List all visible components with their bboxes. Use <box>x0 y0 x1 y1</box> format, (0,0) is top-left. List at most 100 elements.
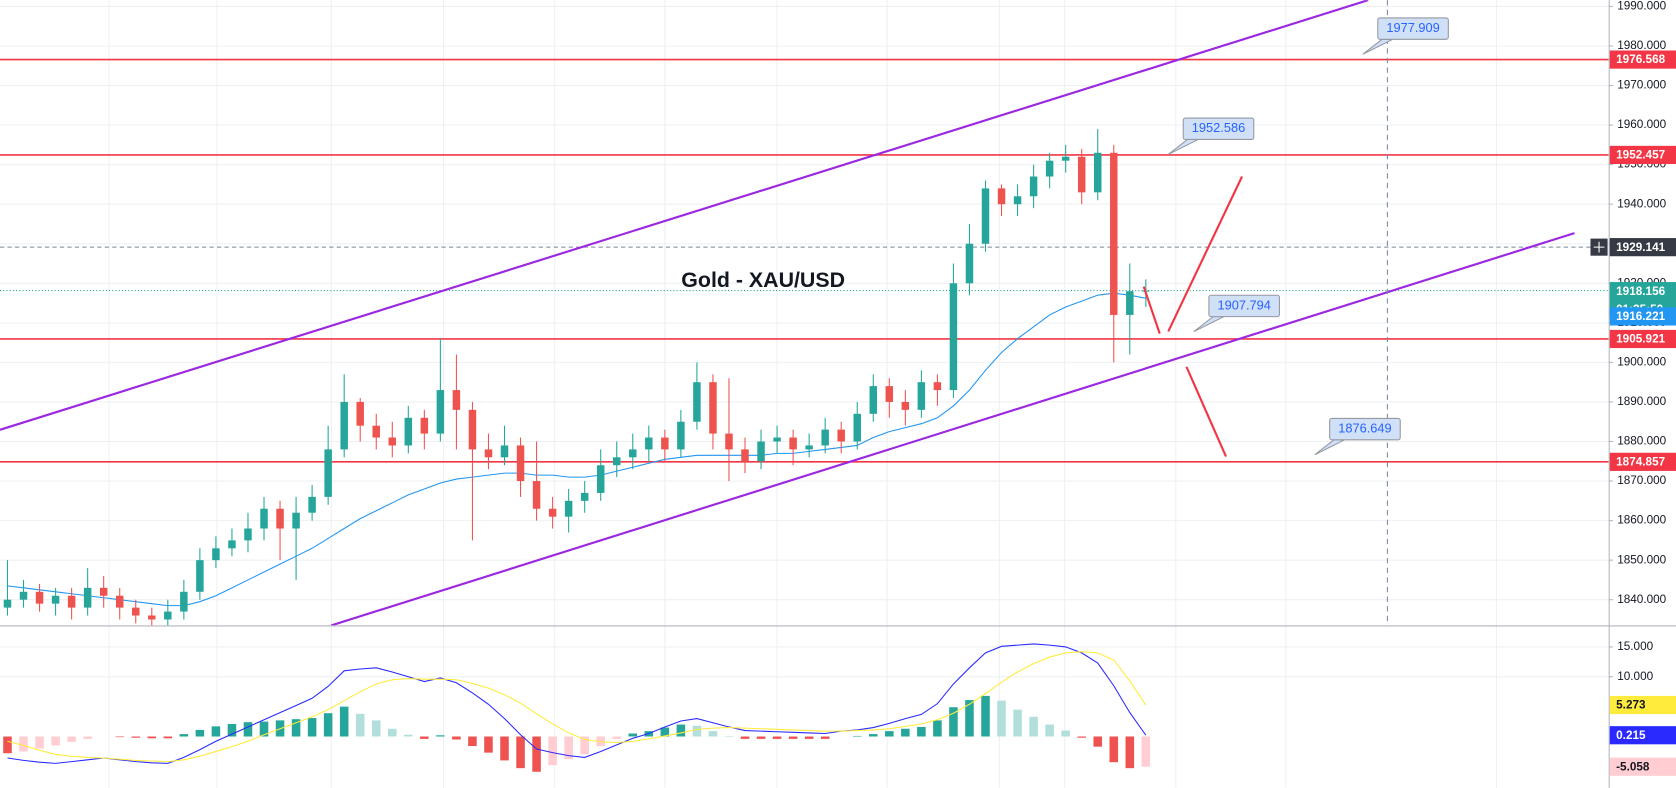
callout-box <box>1182 117 1255 140</box>
candle-body <box>164 611 172 620</box>
histogram-bar <box>323 713 333 737</box>
histogram-bar <box>3 736 12 754</box>
histogram-bar <box>820 736 830 739</box>
channel-upper <box>0 0 1369 431</box>
candle-body <box>853 413 861 442</box>
candle-body <box>933 382 942 391</box>
ma-label: 1916.221 <box>1616 310 1665 323</box>
histogram-bar <box>163 736 173 739</box>
histogram-bar <box>1093 736 1103 747</box>
callout-box <box>1208 294 1280 318</box>
histogram-bar <box>404 734 413 737</box>
y-tick-label: 1890.000 <box>1617 395 1666 408</box>
candle-body <box>741 449 749 462</box>
macd-line <box>7 643 1147 764</box>
candle-body <box>869 386 878 414</box>
candle-body <box>115 595 124 608</box>
y-tick-label: 1960.000 <box>1617 118 1666 131</box>
candle-body <box>1126 291 1134 315</box>
y-tick-label: 1980.000 <box>1617 39 1666 52</box>
y-tick-label: 15.000 <box>1617 640 1653 653</box>
histogram-bar <box>885 731 894 737</box>
histogram-bar <box>628 733 638 737</box>
candle-body <box>148 615 156 620</box>
histogram-bar <box>532 736 541 772</box>
candle-body <box>709 382 717 434</box>
candle-body <box>356 401 364 426</box>
histogram-bar <box>1045 724 1054 737</box>
callout-label: 1907.794 <box>1217 297 1270 312</box>
price-axis: 1840.000 1850.000 1860.000 1870.000 1880.000… <box>1590 0 1676 776</box>
candle-body <box>292 512 300 529</box>
candle-body <box>677 421 685 450</box>
signal-label-box <box>1609 695 1676 715</box>
candle-body <box>773 437 781 442</box>
candle-body <box>821 429 829 446</box>
histogram-bar <box>179 734 189 737</box>
histogram-bar <box>147 736 157 739</box>
histogram-bar <box>259 721 269 737</box>
candle-body <box>917 382 926 410</box>
candle-body <box>196 560 204 592</box>
histogram-bar <box>1061 730 1070 737</box>
candle-body <box>51 595 60 604</box>
candle-body <box>500 445 509 458</box>
histogram-bar <box>1141 736 1151 767</box>
histogram-bar <box>612 736 622 739</box>
y-tick-label: 1900.000 <box>1617 356 1666 369</box>
candle-body <box>564 500 573 517</box>
candle-body <box>35 591 44 604</box>
histogram-bar <box>500 736 509 761</box>
candle-body <box>997 188 1006 205</box>
level-label: 1976.568 <box>1616 53 1665 66</box>
histogram-bar <box>339 706 349 737</box>
candle-body <box>949 283 958 391</box>
candle-body <box>180 591 188 612</box>
candle-body <box>228 540 236 549</box>
crosshair-label: 1929.141 <box>1616 241 1665 254</box>
candle-body <box>805 445 813 450</box>
candle-body <box>1077 156 1086 193</box>
candle-body <box>212 548 220 561</box>
macd-pane <box>0 643 1609 772</box>
histogram-bar <box>548 736 557 766</box>
callout-label: 1977.909 <box>1386 20 1439 35</box>
y-tick-label: 1970.000 <box>1617 79 1666 92</box>
candle-body <box>1045 160 1054 177</box>
y-tick-label: 1840.000 <box>1617 593 1666 606</box>
histogram-bar <box>1029 716 1038 737</box>
last-price-label: 1918.156 <box>1616 285 1665 298</box>
level-label-box <box>1609 452 1676 471</box>
histogram-bar <box>676 724 686 737</box>
histogram-bar <box>901 728 910 737</box>
candle-body <box>404 417 413 446</box>
histogram-bar <box>195 729 205 737</box>
histogram-bar <box>1109 736 1119 763</box>
histogram-bar <box>708 731 718 737</box>
candle-body <box>3 599 12 608</box>
level-label: 1952.457 <box>1616 149 1665 162</box>
histogram-bar <box>660 727 670 737</box>
histogram-label: -5.058 <box>1616 760 1650 773</box>
histogram-bar <box>868 734 878 737</box>
candle-body <box>901 401 910 410</box>
histogram-bar <box>243 722 253 737</box>
histogram-label-box <box>1609 757 1676 776</box>
histogram-bar <box>307 717 317 737</box>
candle-body <box>83 587 92 608</box>
candle-body <box>99 587 108 596</box>
arrow-line <box>1142 286 1161 334</box>
candle-body <box>516 445 525 482</box>
channel-lower <box>331 232 1575 626</box>
histogram-bar <box>724 735 734 737</box>
histogram-bar <box>291 719 301 737</box>
histogram-bar <box>211 726 221 737</box>
candle-body <box>244 528 252 541</box>
candle-body <box>981 188 990 244</box>
candle-body <box>1093 152 1102 193</box>
callout-box <box>1329 417 1401 441</box>
candle-body <box>789 437 797 450</box>
